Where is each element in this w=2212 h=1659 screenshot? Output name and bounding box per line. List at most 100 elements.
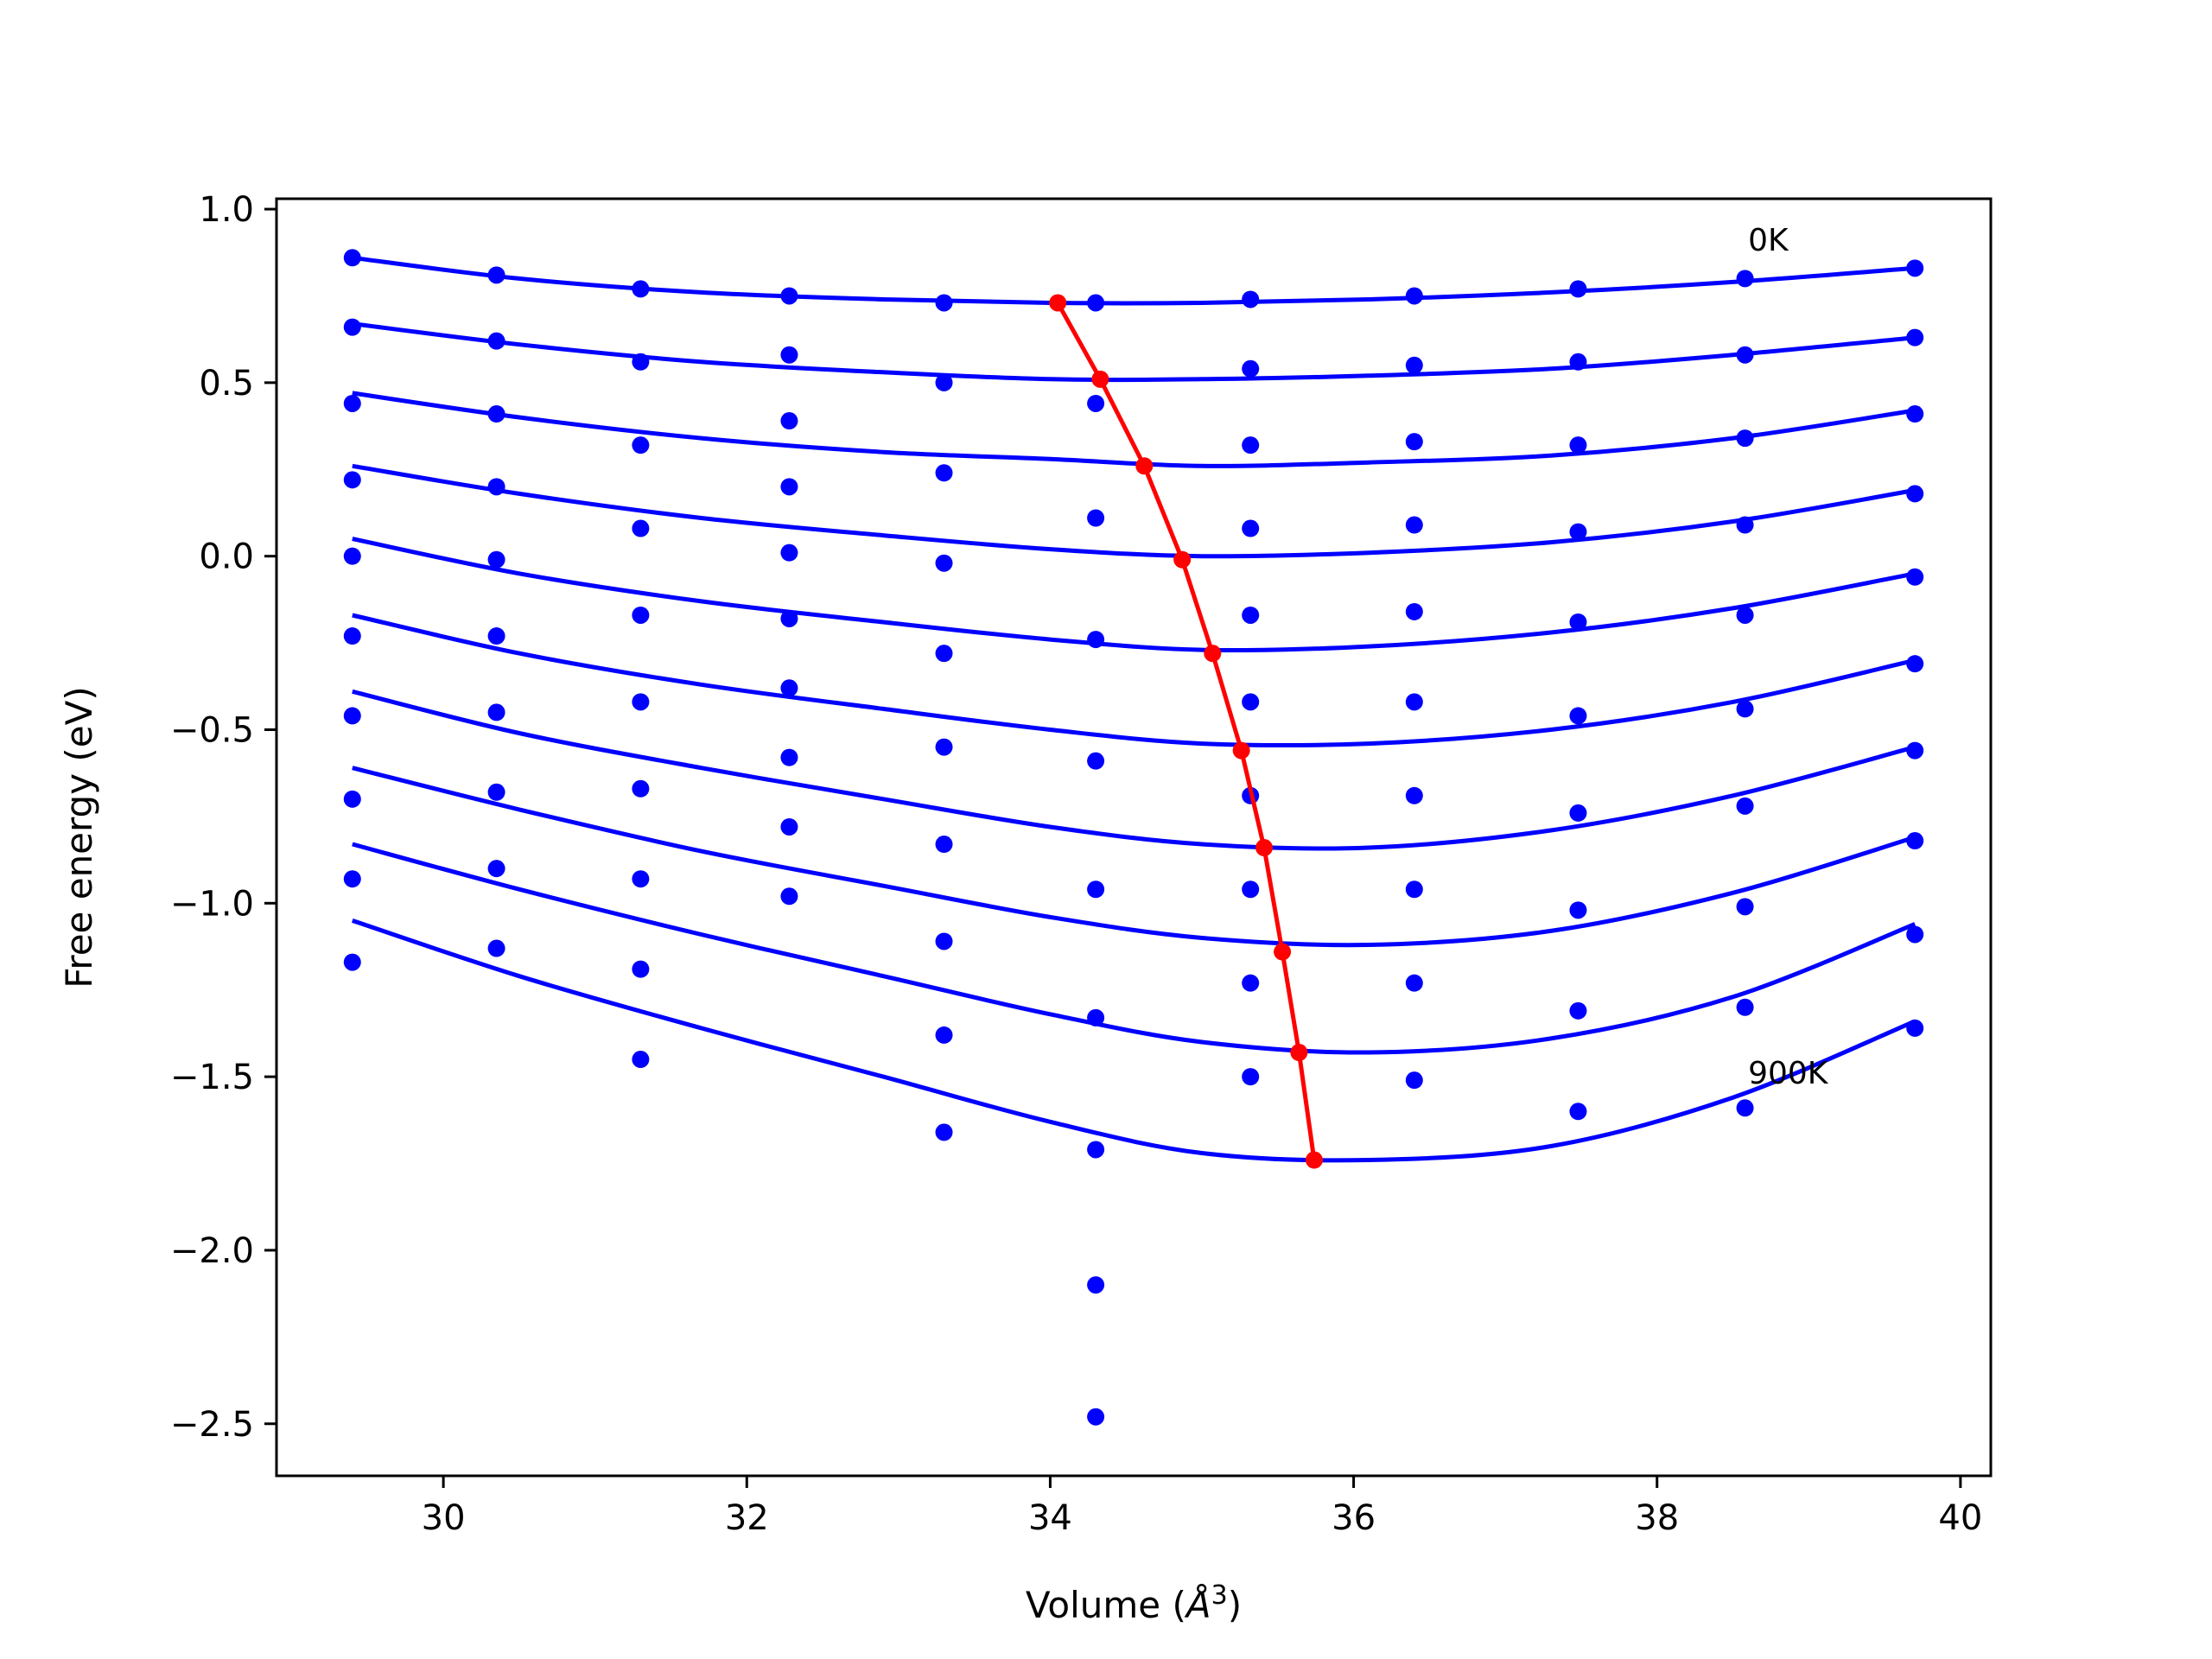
data-point: [632, 519, 650, 537]
data-point: [1906, 485, 1924, 503]
y-tick-label: −1.5: [170, 1058, 254, 1097]
data-point: [1087, 1276, 1105, 1294]
data-point: [780, 412, 798, 430]
minimum-point: [1232, 741, 1250, 760]
data-point: [343, 870, 361, 888]
data-point: [343, 707, 361, 725]
data-point: [343, 790, 361, 808]
plot-area: [343, 249, 1924, 1426]
data-point: [487, 783, 505, 801]
minimum-point: [1204, 645, 1222, 663]
y-tick-label: −2.5: [170, 1405, 254, 1445]
data-point: [487, 478, 505, 496]
data-point: [935, 645, 953, 663]
data-point: [632, 1051, 650, 1069]
data-point: [935, 464, 953, 482]
data-point: [935, 1123, 953, 1141]
data-point: [1405, 1071, 1423, 1090]
data-point: [1087, 631, 1105, 649]
data-point: [1736, 797, 1754, 815]
fit-curve-9: [352, 918, 1916, 1163]
y-tick-label: −2.0: [170, 1231, 254, 1271]
data-point: [1087, 1408, 1105, 1426]
data-point: [1087, 394, 1105, 412]
fit-curve-4: [352, 537, 1916, 653]
x-tick-label: 32: [725, 1498, 769, 1538]
minimum-point: [1274, 943, 1292, 961]
y-tick-label: 0.5: [199, 364, 254, 404]
data-point: [343, 627, 361, 645]
data-point: [487, 939, 505, 957]
plot-frame: [275, 197, 1993, 1478]
data-point: [1242, 436, 1260, 454]
data-point: [1569, 613, 1587, 631]
minimum-point: [1305, 1151, 1323, 1169]
data-point: [1242, 290, 1260, 308]
y-axis: 1.0 0.5 0.0 −0.5 −1.0 −1.5 −2.0 −2.5: [170, 190, 276, 1445]
data-point: [1906, 741, 1924, 760]
data-point: [1242, 359, 1260, 378]
minimum-point: [1173, 550, 1192, 569]
minimum-point: [1255, 839, 1273, 857]
minimum-point: [1049, 294, 1067, 312]
annotations: 0K 900K: [1748, 223, 1829, 1091]
fit-curve-3: [352, 463, 1916, 559]
fit-curve-6: [352, 689, 1916, 851]
data-point: [780, 609, 798, 627]
data-point: [1569, 436, 1587, 454]
data-point: [1736, 346, 1754, 364]
data-point: [632, 353, 650, 371]
x-tick-label: 36: [1332, 1498, 1376, 1538]
data-point: [343, 318, 361, 336]
data-point: [1405, 433, 1423, 451]
minimum-point: [1290, 1044, 1308, 1062]
y-axis-label: Free energy (eV): [58, 686, 100, 988]
data-point: [343, 394, 361, 412]
data-point: [1242, 974, 1260, 992]
data-point: [343, 953, 361, 971]
data-point: [1736, 1099, 1754, 1117]
data-point: [1906, 328, 1924, 346]
data-point: [1736, 998, 1754, 1016]
data-point: [935, 932, 953, 950]
y-tick-label: 0.0: [199, 537, 254, 577]
data-point: [935, 1026, 953, 1044]
data-point: [1087, 294, 1105, 312]
fit-curve-2: [352, 391, 1916, 468]
data-point: [780, 679, 798, 697]
data-point: [780, 287, 798, 305]
data-point: [1405, 287, 1423, 305]
data-point: [1087, 752, 1105, 770]
x-tick-label: 30: [422, 1498, 466, 1538]
data-point: [632, 960, 650, 978]
minimum-point: [1135, 457, 1154, 475]
annotation-label: 0K: [1748, 223, 1789, 258]
data-point: [1906, 259, 1924, 277]
data-point: [1242, 693, 1260, 711]
data-point: [1569, 353, 1587, 371]
data-point: [1405, 974, 1423, 992]
data-point: [935, 738, 953, 756]
minimum-point: [1091, 370, 1109, 388]
minimum-path-line: [1056, 302, 1317, 1160]
y-tick-label: 1.0: [199, 190, 254, 230]
data-point: [780, 346, 798, 364]
data-point: [1242, 606, 1260, 624]
data-point: [1569, 707, 1587, 725]
data-point: [1242, 519, 1260, 537]
x-axis-label-text: Volume (: [1026, 1584, 1186, 1626]
x-axis-label-exponent: 3: [1211, 1580, 1228, 1611]
data-point: [343, 249, 361, 267]
data-point: [935, 554, 953, 572]
data-point: [1736, 429, 1754, 448]
data-point: [487, 860, 505, 878]
data-point: [935, 294, 953, 312]
data-point: [1242, 1068, 1260, 1086]
data-point: [1569, 1103, 1587, 1121]
data-point: [632, 870, 650, 888]
x-axis-label-unit: Å: [1184, 1583, 1211, 1626]
data-point: [1569, 1001, 1587, 1020]
data-point: [780, 817, 798, 836]
data-point: [1906, 568, 1924, 586]
